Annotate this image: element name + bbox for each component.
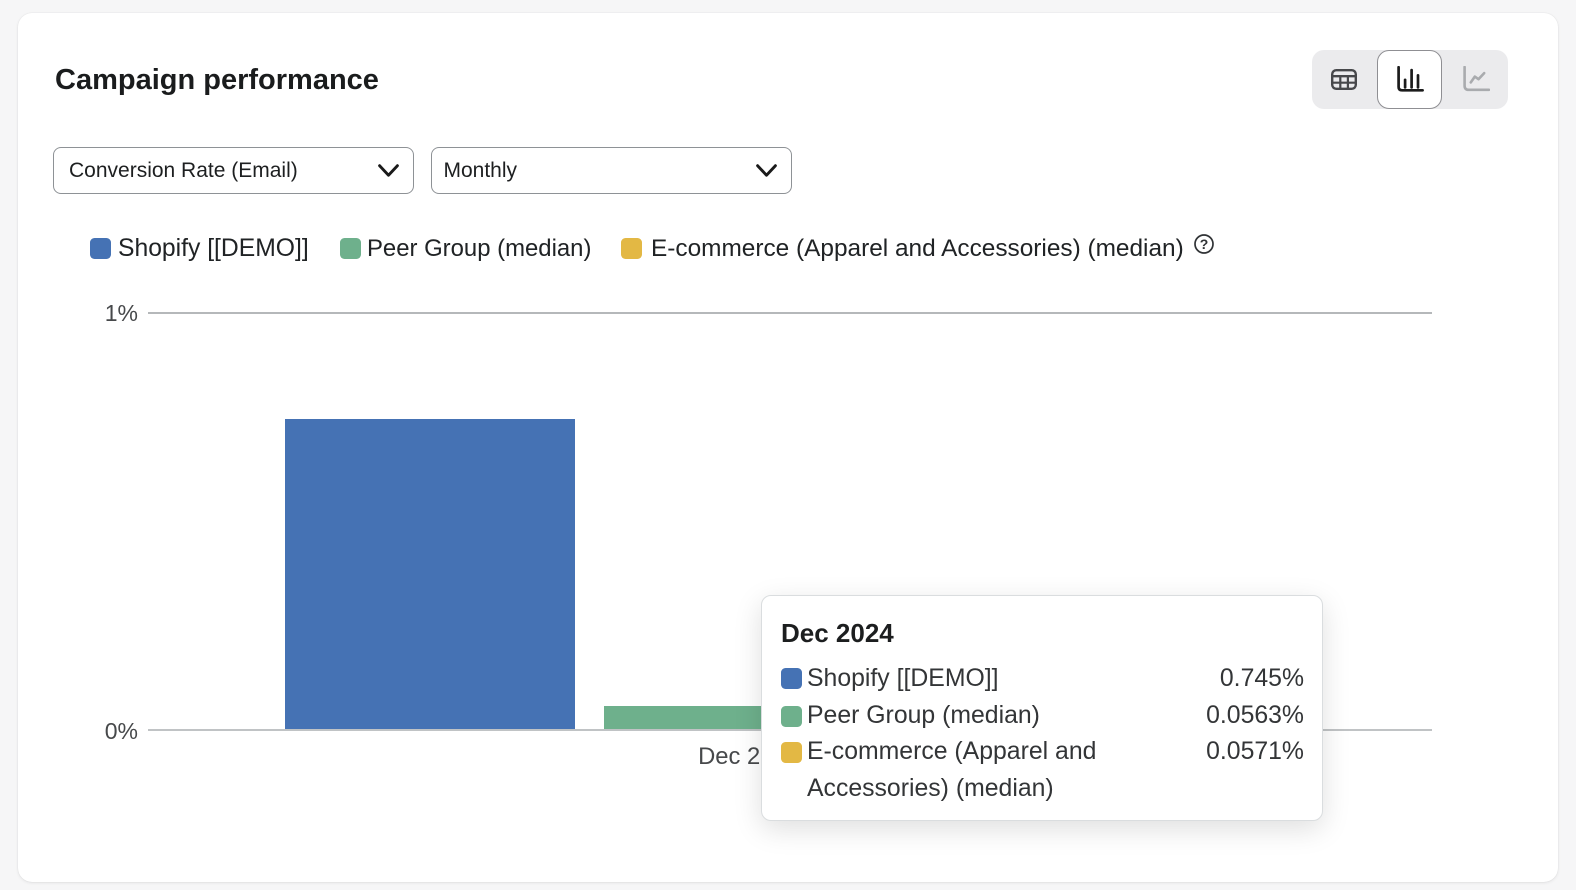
svg-text:?: ? <box>1200 236 1209 252</box>
